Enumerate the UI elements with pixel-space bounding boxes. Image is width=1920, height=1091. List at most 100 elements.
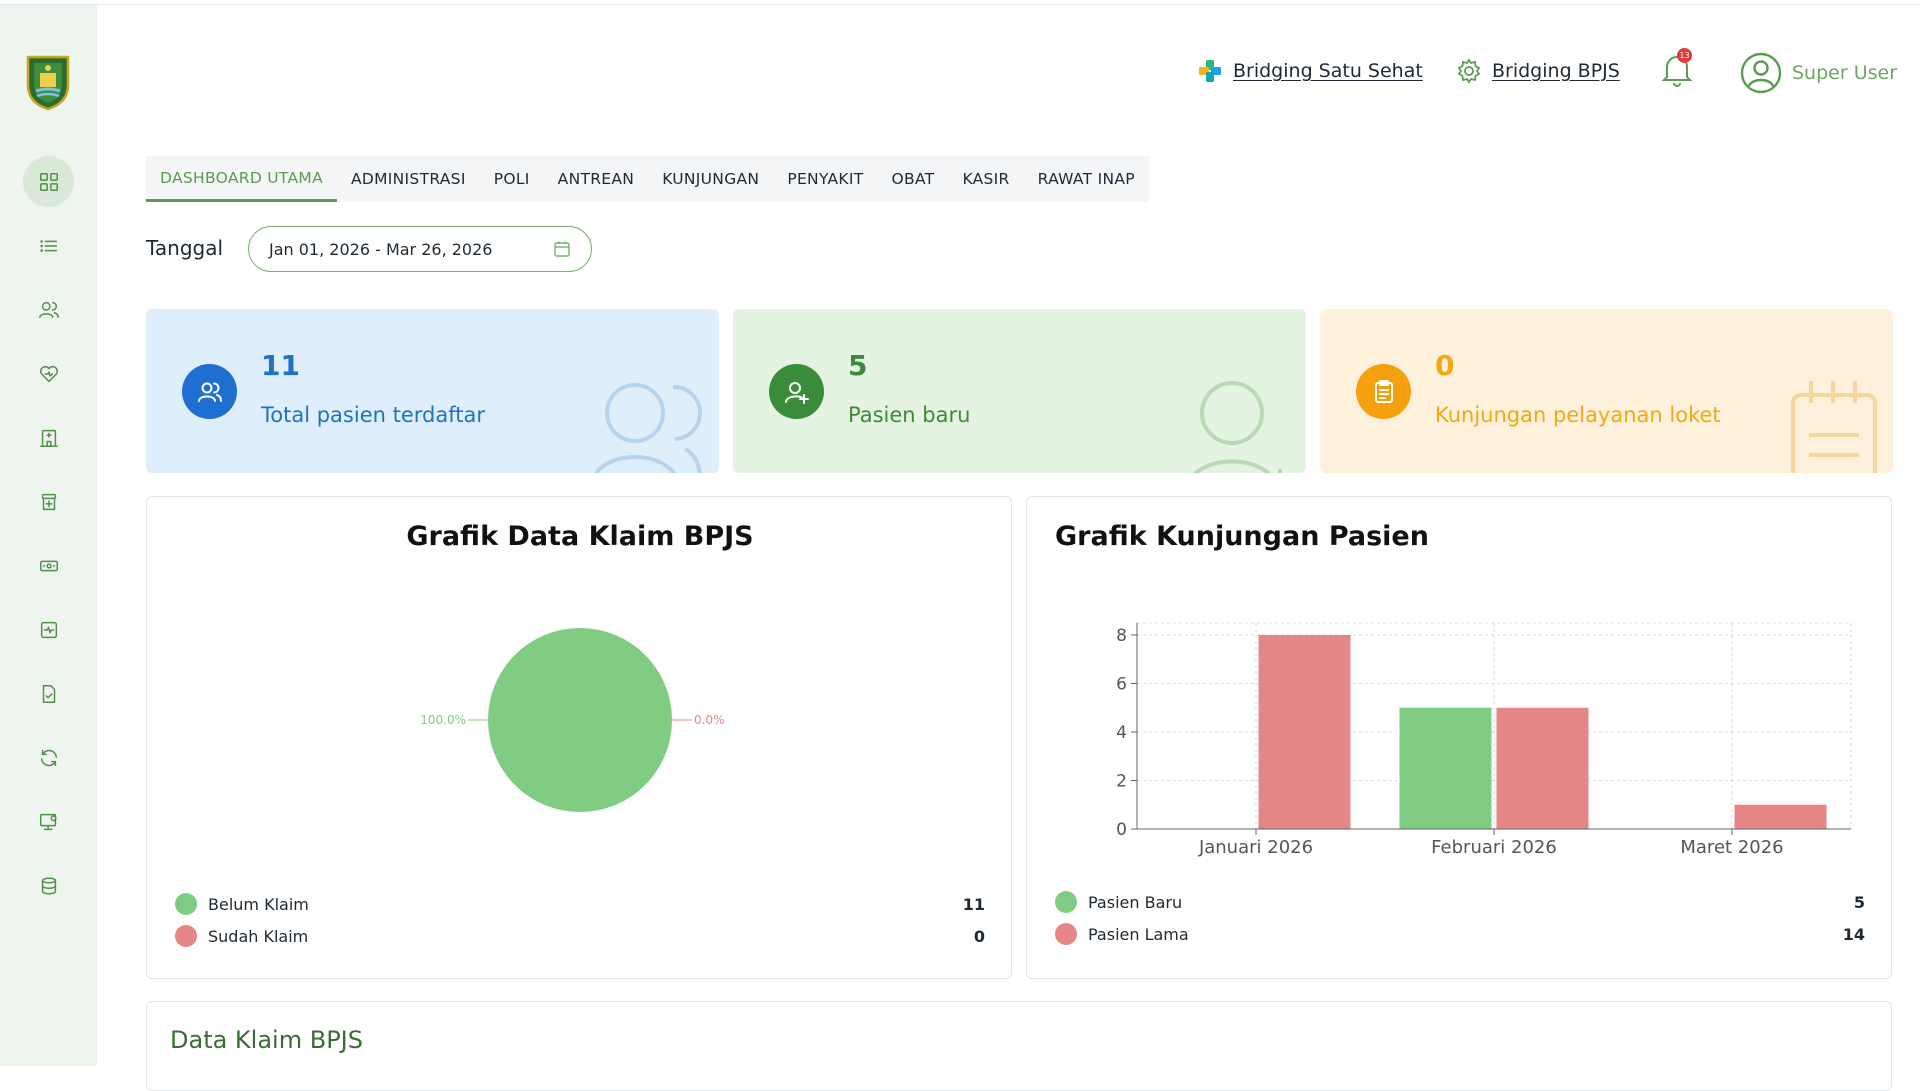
legend-belum-klaim: Belum Klaim 11 (175, 893, 985, 915)
user-name: Super User (1792, 62, 1898, 84)
y-tick-label: 4 (1116, 723, 1127, 743)
visits-chart-title: Grafik Kunjungan Pasien (1055, 521, 1429, 552)
bridging-bpjs-label: Bridging BPJS (1492, 60, 1620, 82)
legend-dot (1055, 891, 1077, 913)
visits-bar-chart: 0 2 4 6 8 Januari 2026 Februari 2026 Maret 2026 (1116, 622, 1852, 857)
tab-dashboard-utama[interactable]: DASHBOARD UTAMA (146, 156, 337, 202)
legend-label: Sudah Klaim (208, 926, 309, 946)
nav-activity[interactable] (23, 604, 74, 655)
pie-slice-label-1: 0.0% (694, 713, 725, 727)
date-range-input[interactable]: Jan 01, 2026 - Mar 26, 2026 (248, 226, 592, 272)
users-icon (197, 382, 222, 402)
nav-documents[interactable] (23, 668, 74, 719)
activity-icon (40, 621, 57, 638)
stat-icon-circle (769, 364, 824, 419)
tab-administrasi[interactable]: ADMINISTRASI (350, 170, 466, 188)
stat-label: Total pasien terdaftar (261, 403, 485, 427)
stat-icon-circle (182, 364, 237, 419)
tab-rawat-inap[interactable]: RAWAT INAP (1037, 170, 1135, 188)
refresh-icon (40, 749, 57, 766)
y-tick-label: 6 (1116, 675, 1127, 695)
clipboard-watermark-icon (1791, 381, 1877, 473)
nav-monitor[interactable] (23, 796, 74, 847)
legend-dot (175, 925, 197, 947)
nav-hospital[interactable] (23, 412, 74, 463)
nav-pharmacy[interactable] (23, 476, 74, 527)
stat-value: 0 (1435, 349, 1455, 382)
stat-label: Pasien baru (848, 403, 971, 427)
y-tick-label: 2 (1116, 772, 1127, 792)
legend-label: Belum Klaim (208, 894, 309, 914)
stat-card-total-patients: 11 Total pasien terdaftar (146, 309, 719, 473)
user-watermark-icon (1193, 381, 1282, 473)
legend-dot (175, 893, 197, 915)
notification-badge: 13 (1677, 48, 1692, 63)
bar-pasien-lama-0[interactable] (1258, 635, 1351, 829)
legend-value: 0 (973, 926, 985, 946)
gear-icon (1457, 58, 1481, 84)
visits-chart-card: Grafik Kunjungan Pasien 0 2 4 6 8 Januari 202… (1026, 496, 1892, 979)
bridging-satu-sehat-link[interactable]: Bridging Satu Sehat (1197, 58, 1423, 84)
list-icon (39, 239, 57, 252)
file-check-icon (42, 684, 55, 703)
sidebar (0, 5, 97, 1066)
calendar-icon (554, 241, 570, 257)
tab-kasir[interactable]: KASIR (962, 170, 1010, 188)
legend-pasien-lama: Pasien Lama 14 (1055, 923, 1865, 945)
legend-dot (1055, 923, 1077, 945)
claims-table-card (146, 1001, 1892, 1091)
x-tick-label: Maret 2026 (1680, 837, 1783, 857)
main-tabs: DASHBOARD UTAMA ADMINISTRASI POLI ANTREA… (146, 156, 1149, 202)
nav-cashier[interactable] (23, 540, 74, 591)
bar-pasien-lama-2[interactable] (1734, 804, 1827, 829)
user-plus-icon (784, 381, 809, 404)
stat-card-new-patients: 5 Pasien baru (733, 309, 1306, 473)
nav-database[interactable] (23, 860, 74, 911)
cashier-icon (39, 560, 58, 571)
users-watermark-icon (594, 383, 702, 473)
claims-pie-chart: 100.0% 0.0% (420, 628, 725, 812)
bar-pasien-lama-1[interactable] (1496, 707, 1589, 829)
bar-pasien-baru-1[interactable] (1399, 707, 1492, 829)
x-tick-label: Februari 2026 (1431, 837, 1557, 857)
bridging-bpjs-link[interactable]: Bridging BPJS (1456, 58, 1620, 84)
legend-sudah-klaim: Sudah Klaim 0 (175, 925, 985, 947)
stat-value: 11 (261, 349, 300, 382)
pharmacy-icon (41, 493, 56, 510)
top-border (0, 0, 1920, 5)
nav-sync[interactable] (23, 732, 74, 783)
pie-slice-0[interactable] (488, 628, 672, 812)
tab-obat[interactable]: OBAT (891, 170, 935, 188)
nav-care[interactable] (23, 348, 74, 399)
users-icon (38, 301, 59, 318)
stat-card-counter-visits: 0 Kunjungan pelayanan loket (1320, 309, 1893, 473)
user-avatar-icon (1740, 52, 1782, 94)
stat-label: Kunjungan pelayanan loket (1435, 403, 1721, 427)
nav-dashboard[interactable] (23, 156, 74, 207)
logo-icon (26, 55, 70, 111)
database-icon (41, 876, 56, 895)
x-tick-label: Januari 2026 (1198, 837, 1313, 857)
legend-pasien-baru: Pasien Baru 5 (1055, 891, 1865, 913)
tab-penyakit[interactable]: PENYAKIT (787, 170, 864, 188)
monitor-icon (39, 813, 57, 830)
dashboard-icon (39, 172, 58, 191)
nav-patients[interactable] (23, 284, 74, 335)
legend-value: 11 (962, 894, 985, 914)
nav-list[interactable] (23, 220, 74, 271)
legend-label: Pasien Baru (1088, 892, 1183, 912)
tab-kunjungan[interactable]: KUNJUNGAN (662, 170, 760, 188)
date-filter-label: Tanggal (146, 236, 224, 260)
user-menu[interactable]: Super User (1740, 52, 1897, 94)
heart-hand-icon (39, 365, 58, 382)
hospital-icon (39, 429, 58, 447)
legend-label: Pasien Lama (1088, 924, 1189, 944)
y-tick-label: 8 (1116, 626, 1127, 646)
bridging-satu-sehat-label: Bridging Satu Sehat (1233, 60, 1423, 82)
tab-antrean[interactable]: ANTREAN (557, 170, 635, 188)
stat-value: 5 (848, 349, 868, 382)
tab-poli[interactable]: POLI (493, 170, 530, 188)
legend-value: 5 (1853, 892, 1865, 912)
claims-chart-title: Grafik Data Klaim BPJS (406, 521, 754, 552)
pie-slice-label-0: 100.0% (420, 713, 466, 727)
